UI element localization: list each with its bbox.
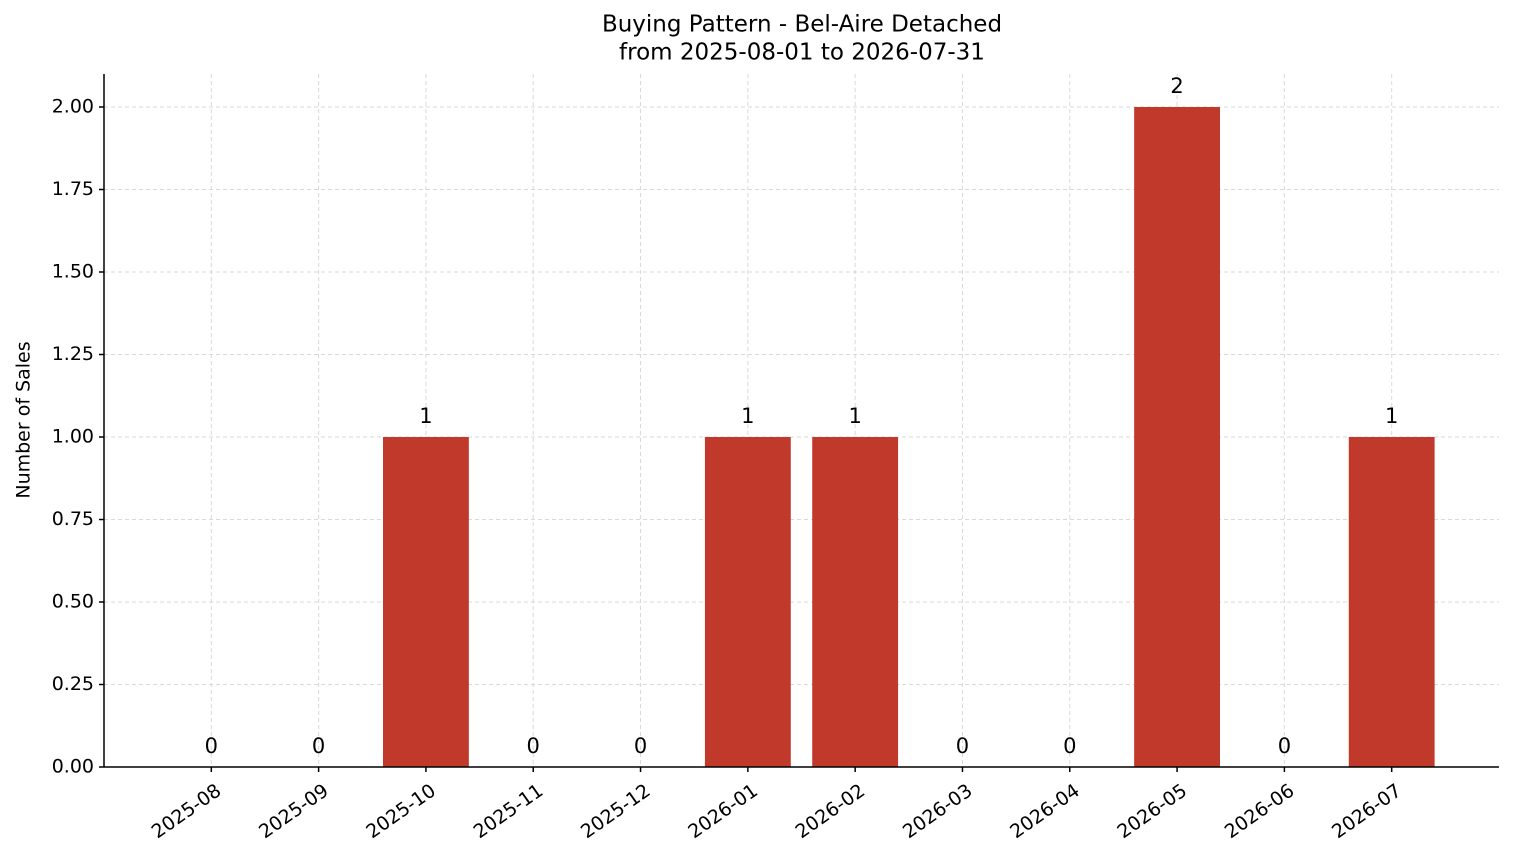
y-tick-label: 0.50: [52, 591, 94, 613]
x-tick-label: 2025-08: [148, 780, 226, 844]
x-tick-label: 2025-10: [362, 780, 440, 844]
bar: [704, 437, 791, 767]
y-tick-label: 0.25: [52, 673, 94, 695]
x-tick-label: 2026-06: [1221, 780, 1299, 844]
data-label: 0: [1063, 734, 1076, 758]
bar: [1134, 107, 1220, 767]
bar: [1348, 437, 1435, 767]
x-tick-label: 2026-02: [792, 780, 870, 844]
x-tick-label: 2026-05: [1113, 780, 1191, 844]
y-tick-label: 1.50: [52, 261, 94, 283]
data-label: 0: [527, 734, 540, 758]
chart-title: Buying Pattern - Bel-Aire Detached: [602, 12, 1002, 38]
x-tick-label: 2025-12: [577, 780, 655, 844]
data-label: 1: [1385, 404, 1398, 428]
data-label: 0: [956, 734, 969, 758]
data-label: 0: [312, 734, 325, 758]
x-tick-label: 2026-03: [899, 780, 977, 844]
bar: [383, 437, 469, 767]
data-label: 0: [634, 734, 647, 758]
y-axis-label: Number of Sales: [13, 341, 35, 498]
y-tick-label: 0.00: [52, 756, 94, 778]
x-tick-label: 2025-09: [255, 780, 333, 844]
chart-subtitle: from 2025-08-01 to 2026-07-31: [619, 40, 985, 66]
data-label: 1: [741, 404, 754, 428]
x-tick-label: 2026-01: [684, 780, 762, 844]
data-label: 0: [205, 734, 218, 758]
y-tick-label: 2.00: [52, 96, 94, 118]
data-label: 1: [848, 404, 861, 428]
data-label: 2: [1170, 74, 1183, 98]
bar: [812, 437, 899, 767]
y-tick-label: 0.75: [52, 508, 94, 530]
x-tick-label: 2025-11: [470, 780, 548, 844]
y-tick-label: 1.00: [52, 426, 94, 448]
y-tick-label: 1.25: [52, 343, 94, 365]
data-label: 1: [419, 404, 432, 428]
y-tick-label: 1.75: [52, 178, 94, 200]
data-label: 0: [1278, 734, 1291, 758]
x-tick-label: 2026-07: [1328, 780, 1406, 844]
x-tick-label: 2026-04: [1006, 780, 1084, 844]
